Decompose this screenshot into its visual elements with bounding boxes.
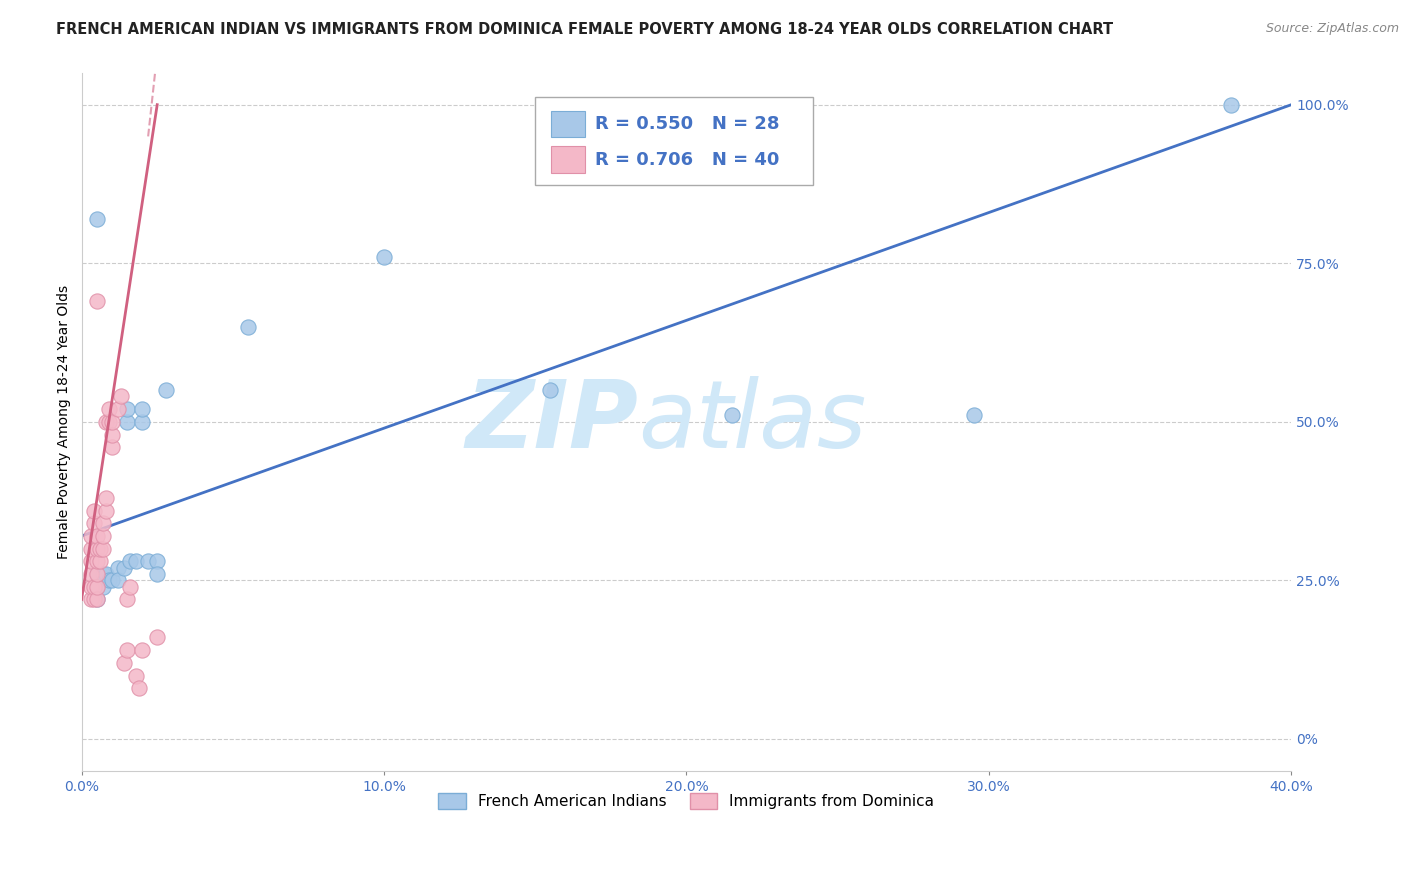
Point: [97, 574, 120, 588]
Point: [107, 574, 129, 588]
Point: [721, 409, 744, 423]
Legend: French American Indians, Immigrants from Dominica: French American Indians, Immigrants from…: [433, 787, 941, 815]
Point: [1219, 97, 1241, 112]
Point: [155, 383, 177, 397]
Text: atlas: atlas: [638, 376, 866, 467]
Point: [373, 250, 395, 264]
Point: [118, 554, 141, 568]
Point: [97, 415, 120, 429]
Point: [107, 560, 129, 574]
Point: [118, 580, 141, 594]
Point: [125, 554, 148, 568]
Point: [94, 491, 117, 505]
Point: [94, 567, 117, 582]
Bar: [551, 146, 585, 173]
Point: [115, 415, 138, 429]
Point: [83, 592, 105, 607]
Point: [538, 383, 561, 397]
Point: [79, 554, 101, 568]
Point: [86, 567, 108, 582]
Point: [94, 503, 117, 517]
Point: [86, 554, 108, 568]
Point: [94, 415, 117, 429]
Point: [236, 319, 259, 334]
Text: R = 0.550   N = 28: R = 0.550 N = 28: [595, 115, 779, 133]
Point: [115, 402, 138, 417]
Point: [79, 541, 101, 556]
Point: [79, 529, 101, 543]
Point: [146, 567, 169, 582]
Point: [86, 580, 108, 594]
Bar: [551, 111, 585, 137]
Point: [112, 560, 135, 574]
Point: [146, 554, 169, 568]
Point: [131, 402, 153, 417]
Point: [115, 643, 138, 657]
Point: [83, 503, 105, 517]
Point: [146, 631, 169, 645]
Text: R = 0.706   N = 40: R = 0.706 N = 40: [595, 151, 779, 169]
Point: [963, 409, 986, 423]
Point: [89, 541, 111, 556]
Point: [128, 681, 150, 696]
Point: [86, 541, 108, 556]
Point: [97, 402, 120, 417]
Point: [101, 415, 124, 429]
Point: [86, 211, 108, 226]
Point: [107, 402, 129, 417]
Point: [101, 574, 124, 588]
Point: [91, 516, 114, 531]
Point: [79, 567, 101, 582]
Point: [91, 541, 114, 556]
Point: [91, 580, 114, 594]
Point: [86, 592, 108, 607]
Point: [91, 529, 114, 543]
Point: [112, 656, 135, 670]
Point: [131, 415, 153, 429]
Point: [101, 427, 124, 442]
FancyBboxPatch shape: [536, 97, 814, 185]
Text: FRENCH AMERICAN INDIAN VS IMMIGRANTS FROM DOMINICA FEMALE POVERTY AMONG 18-24 YE: FRENCH AMERICAN INDIAN VS IMMIGRANTS FRO…: [56, 22, 1114, 37]
Point: [83, 516, 105, 531]
Point: [115, 592, 138, 607]
Point: [86, 580, 108, 594]
Point: [101, 440, 124, 454]
Point: [86, 529, 108, 543]
Point: [125, 668, 148, 682]
Point: [131, 643, 153, 657]
Point: [86, 294, 108, 309]
Point: [79, 580, 101, 594]
Point: [79, 592, 101, 607]
Y-axis label: Female Poverty Among 18-24 Year Olds: Female Poverty Among 18-24 Year Olds: [58, 285, 72, 559]
Point: [136, 554, 159, 568]
Text: Source: ZipAtlas.com: Source: ZipAtlas.com: [1265, 22, 1399, 36]
Point: [86, 592, 108, 607]
Point: [83, 580, 105, 594]
Point: [110, 389, 132, 403]
Point: [89, 554, 111, 568]
Point: [91, 567, 114, 582]
Point: [86, 567, 108, 582]
Text: ZIP: ZIP: [465, 376, 638, 467]
